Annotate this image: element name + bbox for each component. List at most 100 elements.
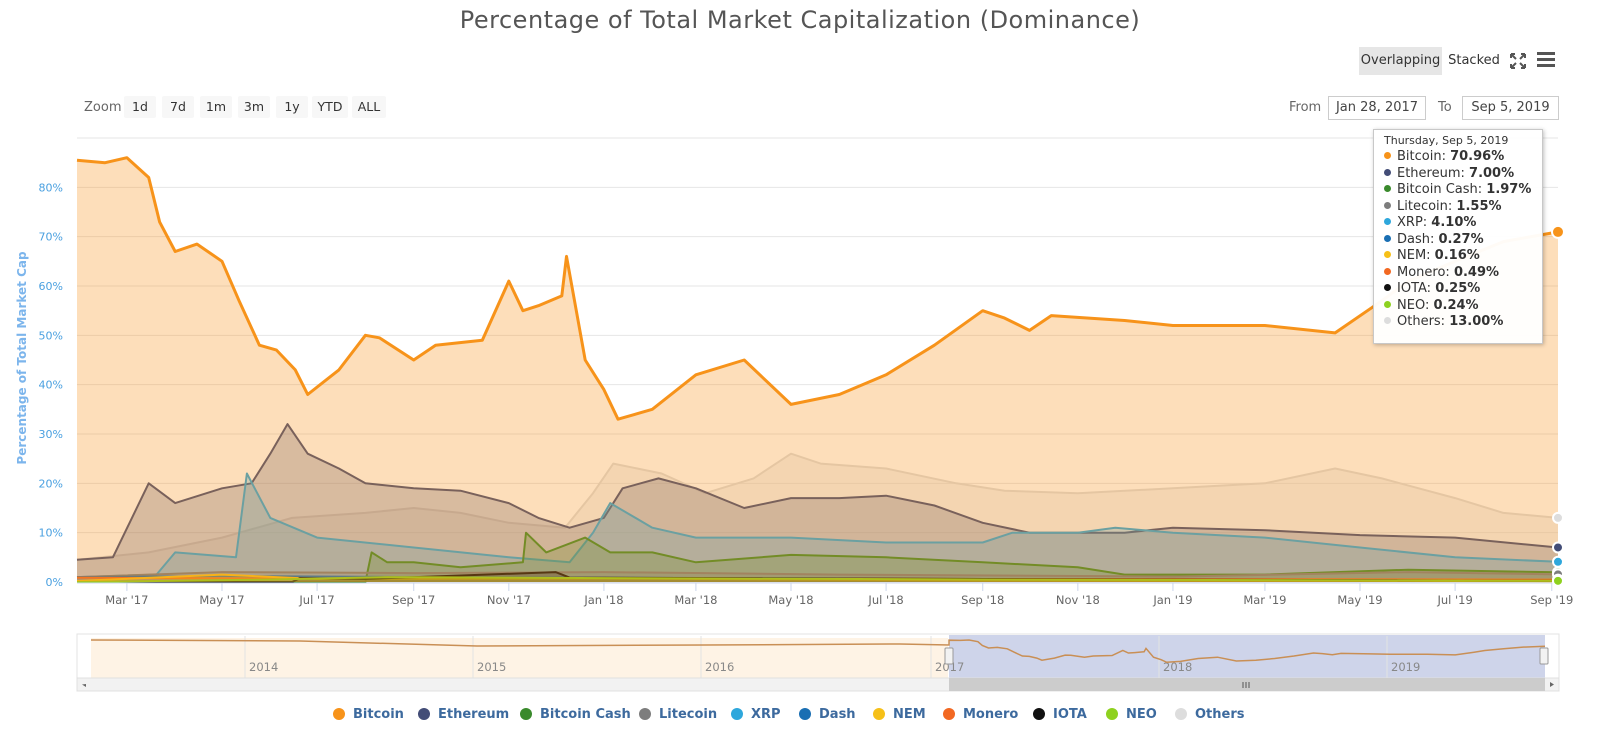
series-line-bitcoin-cash[interactable] <box>77 531 1559 583</box>
tooltip-date: Thursday, Sep 5, 2019 <box>1384 134 1509 147</box>
x-tick-label: Mar '17 <box>105 593 148 607</box>
x-tick-label: Jul '19 <box>1436 593 1472 607</box>
legend-item-litecoin[interactable]: Litecoin <box>639 704 717 726</box>
zoom-1y-button[interactable]: 1y <box>276 96 308 118</box>
legend: Bitcoin Ethereum Bitcoin Cash Litecoin XRP Da… <box>0 704 1600 726</box>
legend-item-xrp[interactable]: XRP <box>731 704 781 726</box>
tooltip-series-name: Monero: <box>1397 264 1454 280</box>
tooltip-series-value: 1.97% <box>1486 182 1532 197</box>
y-tick-label: 80% <box>39 181 63 194</box>
series-line-xrp[interactable] <box>76 472 1559 579</box>
series-line-neo[interactable] <box>76 576 1559 583</box>
area-iota <box>77 572 1558 582</box>
zoom-label: Zoom <box>84 100 122 115</box>
navigator-year-label: 2017 <box>935 660 964 674</box>
legend-label: Dash <box>819 707 856 722</box>
legend-label: Monero <box>963 707 1019 722</box>
navigator-year-label: 2019 <box>1391 660 1420 674</box>
legend-dot-icon <box>873 708 885 720</box>
zoom-all-button[interactable]: ALL <box>352 96 386 118</box>
legend-label: Litecoin <box>659 707 718 722</box>
zoom-1m-button[interactable]: 1m <box>200 96 232 118</box>
tooltip: Thursday, Sep 5, 2019 Bitcoin: 70.96% Eth… <box>1373 129 1543 344</box>
tooltip-dot-icon <box>1384 300 1391 308</box>
series-line-ethereum[interactable] <box>76 423 1559 561</box>
zoom-3m-button[interactable]: 3m <box>238 96 270 118</box>
legend-label: IOTA <box>1053 707 1087 722</box>
zoom-7d-button[interactable]: 7d <box>162 96 194 118</box>
area-xrp <box>77 473 1558 582</box>
tooltip-dot-icon <box>1384 185 1391 192</box>
area-bitcoin <box>77 157 1558 582</box>
tooltip-dot-icon <box>1384 234 1391 242</box>
tooltip-series-name: Ethereum: <box>1397 165 1470 181</box>
y-tick-label: 0% <box>46 576 63 589</box>
fullscreen-icon[interactable] <box>1509 52 1527 70</box>
end-marker-neo <box>1552 574 1564 587</box>
legend-dot-icon <box>1175 708 1187 720</box>
series-line-others[interactable] <box>76 452 1559 561</box>
navigator-left-handle[interactable] <box>944 647 954 665</box>
tooltip-series-name: Others: <box>1397 314 1450 329</box>
tooltip-dot-icon <box>1384 284 1391 291</box>
legend-item-neo[interactable]: NEO <box>1106 704 1157 726</box>
legend-item-bitcoin[interactable]: Bitcoin <box>333 704 404 726</box>
tooltip-dot-icon <box>1384 317 1391 324</box>
x-tick-label: May '17 <box>199 593 244 607</box>
scrollbar-left-arrow <box>82 682 86 687</box>
tooltip-dot-icon <box>1384 152 1391 159</box>
legend-item-others[interactable]: Others <box>1175 704 1245 726</box>
gridlines <box>77 137 1558 583</box>
tooltip-row-monero: Monero: 0.49% <box>1384 265 1499 281</box>
zoom-ytd-button[interactable]: YTD <box>312 96 348 118</box>
tooltip-row-xrp: XRP: 4.10% <box>1384 215 1476 231</box>
tooltip-row-others: Others: 13.00% <box>1384 314 1503 330</box>
y-tick-label: 50% <box>39 329 63 342</box>
tooltip-series-name: XRP: <box>1397 215 1432 230</box>
tooltip-dot-icon <box>1384 201 1391 209</box>
legend-item-iota[interactable]: IOTA <box>1033 704 1087 726</box>
legend-item-monero[interactable]: Monero <box>943 704 1018 726</box>
x-tick-label: Sep '19 <box>1530 593 1573 607</box>
legend-item-nem[interactable]: NEM <box>873 704 926 726</box>
navigator-selected-range[interactable] <box>949 635 1545 678</box>
legend-label: Bitcoin <box>353 707 404 722</box>
from-date-input[interactable]: Jan 28, 2017 <box>1328 96 1426 120</box>
tooltip-series-name: Bitcoin Cash: <box>1397 182 1487 197</box>
tooltip-row-bitcoin: Bitcoin: 70.96% <box>1384 149 1504 165</box>
scrollbar-thumb[interactable] <box>949 678 1545 691</box>
tooltip-series-value: 1.55% <box>1456 198 1502 214</box>
to-date-input[interactable]: Sep 5, 2019 <box>1462 96 1559 120</box>
navigator-right-handle[interactable] <box>1539 647 1549 665</box>
series-line-bitcoin[interactable] <box>76 156 1559 421</box>
tooltip-series-name: Bitcoin: <box>1397 149 1451 164</box>
y-tick-label: 10% <box>39 527 63 540</box>
from-label: From <box>1289 100 1322 115</box>
legend-label: NEM <box>893 707 926 722</box>
tooltip-series-name: Litecoin: <box>1397 198 1457 214</box>
x-tick-label: May '19 <box>1337 593 1382 607</box>
tooltip-series-value: 0.16% <box>1434 248 1480 263</box>
tooltip-row-dash: Dash: 0.27% <box>1384 232 1484 248</box>
x-tick-label: Jan '18 <box>583 593 623 607</box>
legend-item-bitcoin-cash[interactable]: Bitcoin Cash <box>520 704 631 726</box>
tooltip-series-name: IOTA: <box>1397 281 1436 296</box>
chart-title: Percentage of Total Market Capitalizatio… <box>459 6 1141 34</box>
x-tick-label: Jan '19 <box>1152 593 1192 607</box>
tooltip-row-bitcoin-cash: Bitcoin Cash: 1.97% <box>1384 182 1531 198</box>
tooltip-series-value: 0.49% <box>1453 264 1500 280</box>
overlapping-button[interactable]: Overlapping <box>1359 47 1442 75</box>
tooltip-series-name: NEO: <box>1397 297 1434 313</box>
series-line-litecoin[interactable] <box>76 571 1559 579</box>
zoom-1d-button[interactable]: 1d <box>124 96 156 118</box>
legend-dot-icon <box>1106 708 1118 720</box>
tooltip-series-name: Dash: <box>1397 231 1439 247</box>
legend-item-ethereum[interactable]: Ethereum <box>418 704 509 726</box>
legend-item-dash[interactable]: Dash <box>799 704 856 726</box>
tooltip-series-value: 0.27% <box>1438 231 1484 247</box>
legend-label: Bitcoin Cash <box>540 707 631 722</box>
hamburger-menu-icon[interactable] <box>1537 52 1555 68</box>
stacked-button[interactable]: Stacked <box>1448 53 1500 68</box>
end-marker-ethereum <box>1552 541 1564 554</box>
